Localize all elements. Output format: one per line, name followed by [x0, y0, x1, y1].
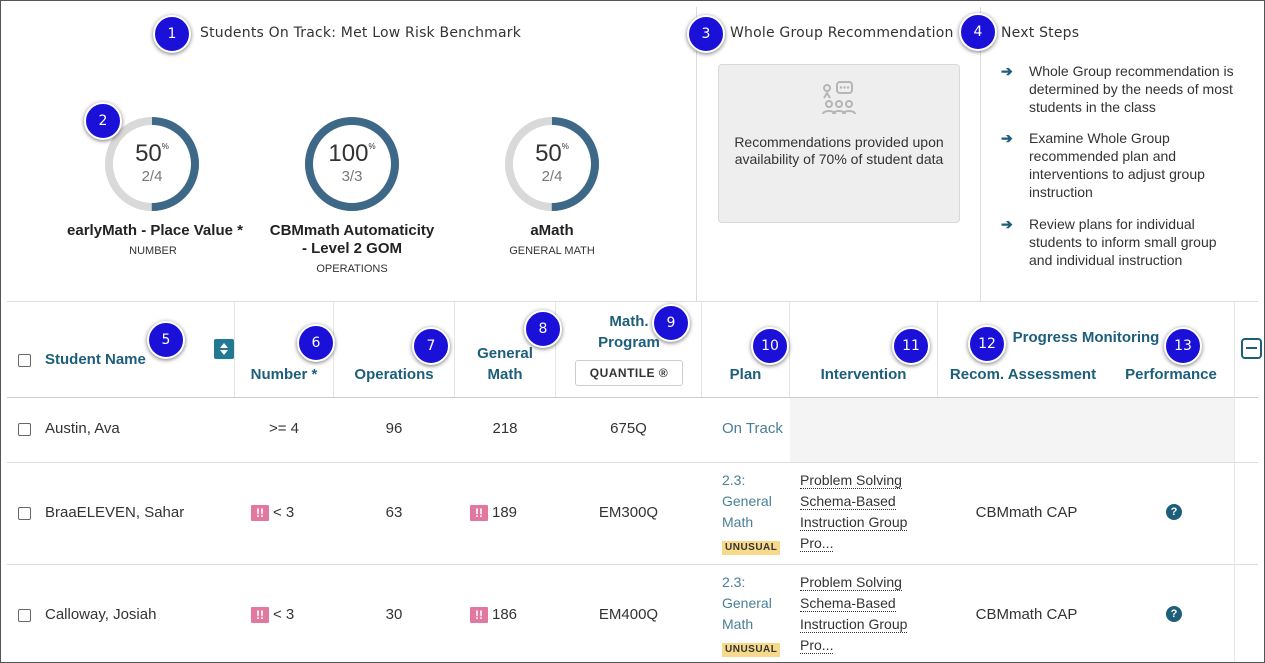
gauge-percent: 50%	[135, 140, 169, 167]
operations-score: 30	[385, 606, 403, 623]
student-name[interactable]: BraaELEVEN, Sahar	[45, 504, 185, 521]
student-name[interactable]: Austin, Ava	[45, 420, 120, 437]
recommendation-title: Whole Group Recommendation	[730, 25, 954, 41]
quantile-button[interactable]: QUANTILE ®	[575, 360, 683, 386]
help-icon[interactable]: ?	[1166, 606, 1182, 622]
divider	[7, 301, 1258, 302]
warning-icon: !!	[470, 505, 488, 522]
callout-4: 4	[959, 13, 997, 51]
callout-2: 2	[84, 102, 122, 140]
select-all-checkbox[interactable]	[18, 354, 31, 367]
col-general-math[interactable]: General Math	[477, 345, 533, 383]
gauge-fraction: 2/4	[141, 168, 163, 185]
callout-8: 8	[524, 310, 562, 348]
col-plan[interactable]: Plan	[729, 366, 762, 383]
donut-ring	[505, 117, 599, 211]
callout-7: 7	[412, 327, 450, 365]
row-divider	[7, 462, 1258, 463]
gauge-name: earlyMath - Place Value *	[67, 222, 243, 239]
empty-progress-cell	[790, 398, 1234, 462]
divider	[696, 7, 697, 301]
on-track-title: Students On Track: Met Low Risk Benchmar…	[200, 25, 522, 41]
quantile-score: 675Q	[610, 420, 647, 437]
donut-ring	[305, 117, 399, 211]
collapse-icon[interactable]	[1241, 338, 1262, 359]
gauge-domain: OPERATIONS	[316, 263, 388, 275]
row-divider	[7, 564, 1258, 565]
quantile-score: EM300Q	[598, 504, 659, 521]
gauge-percent: 100%	[328, 140, 376, 167]
help-icon[interactable]: ?	[1166, 504, 1182, 520]
operations-score: 63	[385, 504, 403, 521]
group-presentation-icon	[822, 81, 856, 115]
col-number[interactable]: Number *	[250, 366, 318, 383]
col-student-name[interactable]: Student Name	[45, 351, 146, 368]
student-name[interactable]: Calloway, Josiah	[45, 606, 157, 623]
col-performance[interactable]: Performance	[1125, 366, 1217, 383]
callout-3: 3	[687, 15, 725, 53]
plan-link[interactable]: 2.3: General Math	[722, 574, 772, 632]
warning-icon: !!	[251, 607, 269, 624]
gauge-domain: NUMBER	[129, 245, 177, 257]
sort-icon[interactable]	[214, 339, 234, 359]
warning-icon: !!	[251, 505, 269, 522]
next-steps-title: Next Steps	[1001, 25, 1080, 41]
header-divider	[7, 397, 1258, 398]
plan-link[interactable]: On Track	[722, 420, 783, 437]
quantile-score: EM400Q	[598, 606, 659, 623]
col-intervention[interactable]: Intervention	[820, 366, 907, 383]
intervention-link[interactable]: Problem Solving Schema-Based Instruction…	[800, 574, 908, 654]
arrow-right-icon: ➔	[1001, 63, 1013, 79]
col-math-program[interactable]: Math. Program	[598, 313, 660, 351]
gauge-percent: 50%	[535, 140, 569, 167]
unusual-badge: UNUSUAL	[722, 639, 781, 657]
number-score: !! < 3	[251, 606, 294, 624]
unusual-badge: UNUSUAL	[722, 537, 781, 555]
recom-assessment: CBMmath CAP	[975, 504, 1078, 521]
callout-10: 10	[751, 327, 789, 365]
arrow-right-icon: ➔	[1001, 216, 1013, 232]
callout-1: 1	[153, 15, 191, 53]
gauge-number[interactable]: 50% 2/4	[104, 116, 200, 212]
gauge-operations[interactable]: 100% 3/3	[304, 116, 400, 212]
recommendation-text: Recommendations provided upon availabili…	[734, 134, 944, 167]
general-math-score: 218	[492, 420, 518, 437]
recommendation-box: Recommendations provided upon availabili…	[718, 64, 960, 223]
callout-11: 11	[892, 327, 930, 365]
row-checkbox[interactable]	[18, 423, 31, 436]
warning-icon: !!	[470, 607, 488, 624]
callout-5: 5	[147, 321, 185, 359]
row-checkbox[interactable]	[18, 609, 31, 622]
operations-score: 96	[385, 420, 403, 437]
general-math-score: !! 186	[470, 606, 517, 624]
arrow-right-icon: ➔	[1001, 130, 1013, 146]
col-operations[interactable]: Operations	[354, 366, 434, 383]
number-score: >= 4	[268, 420, 300, 437]
gauge-name: aMath	[530, 222, 574, 239]
divider	[980, 7, 981, 301]
progress-monitoring-header: Progress Monitoring	[1012, 329, 1160, 346]
recom-assessment: CBMmath CAP	[975, 606, 1078, 623]
gauge-name: CBMmath Automaticity - Level 2 GOM	[269, 222, 435, 257]
callout-6: 6	[297, 324, 335, 362]
donut-ring	[105, 117, 199, 211]
number-score: !! < 3	[251, 504, 294, 522]
callout-9: 9	[652, 304, 690, 342]
plan-link[interactable]: 2.3: General Math	[722, 472, 772, 530]
gauge-fraction: 3/3	[341, 168, 363, 185]
callout-13: 13	[1164, 327, 1202, 365]
callout-12: 12	[968, 325, 1006, 363]
gauge-fraction: 2/4	[541, 168, 563, 185]
gauge-general-math[interactable]: 50% 2/4	[504, 116, 600, 212]
gauge-domain: GENERAL MATH	[509, 245, 595, 257]
col-recom-assessment[interactable]: Recom. Assessment	[949, 366, 1097, 383]
intervention-link[interactable]: Problem Solving Schema-Based Instruction…	[800, 472, 908, 552]
row-checkbox[interactable]	[18, 507, 31, 520]
general-math-score: !! 189	[470, 504, 517, 522]
